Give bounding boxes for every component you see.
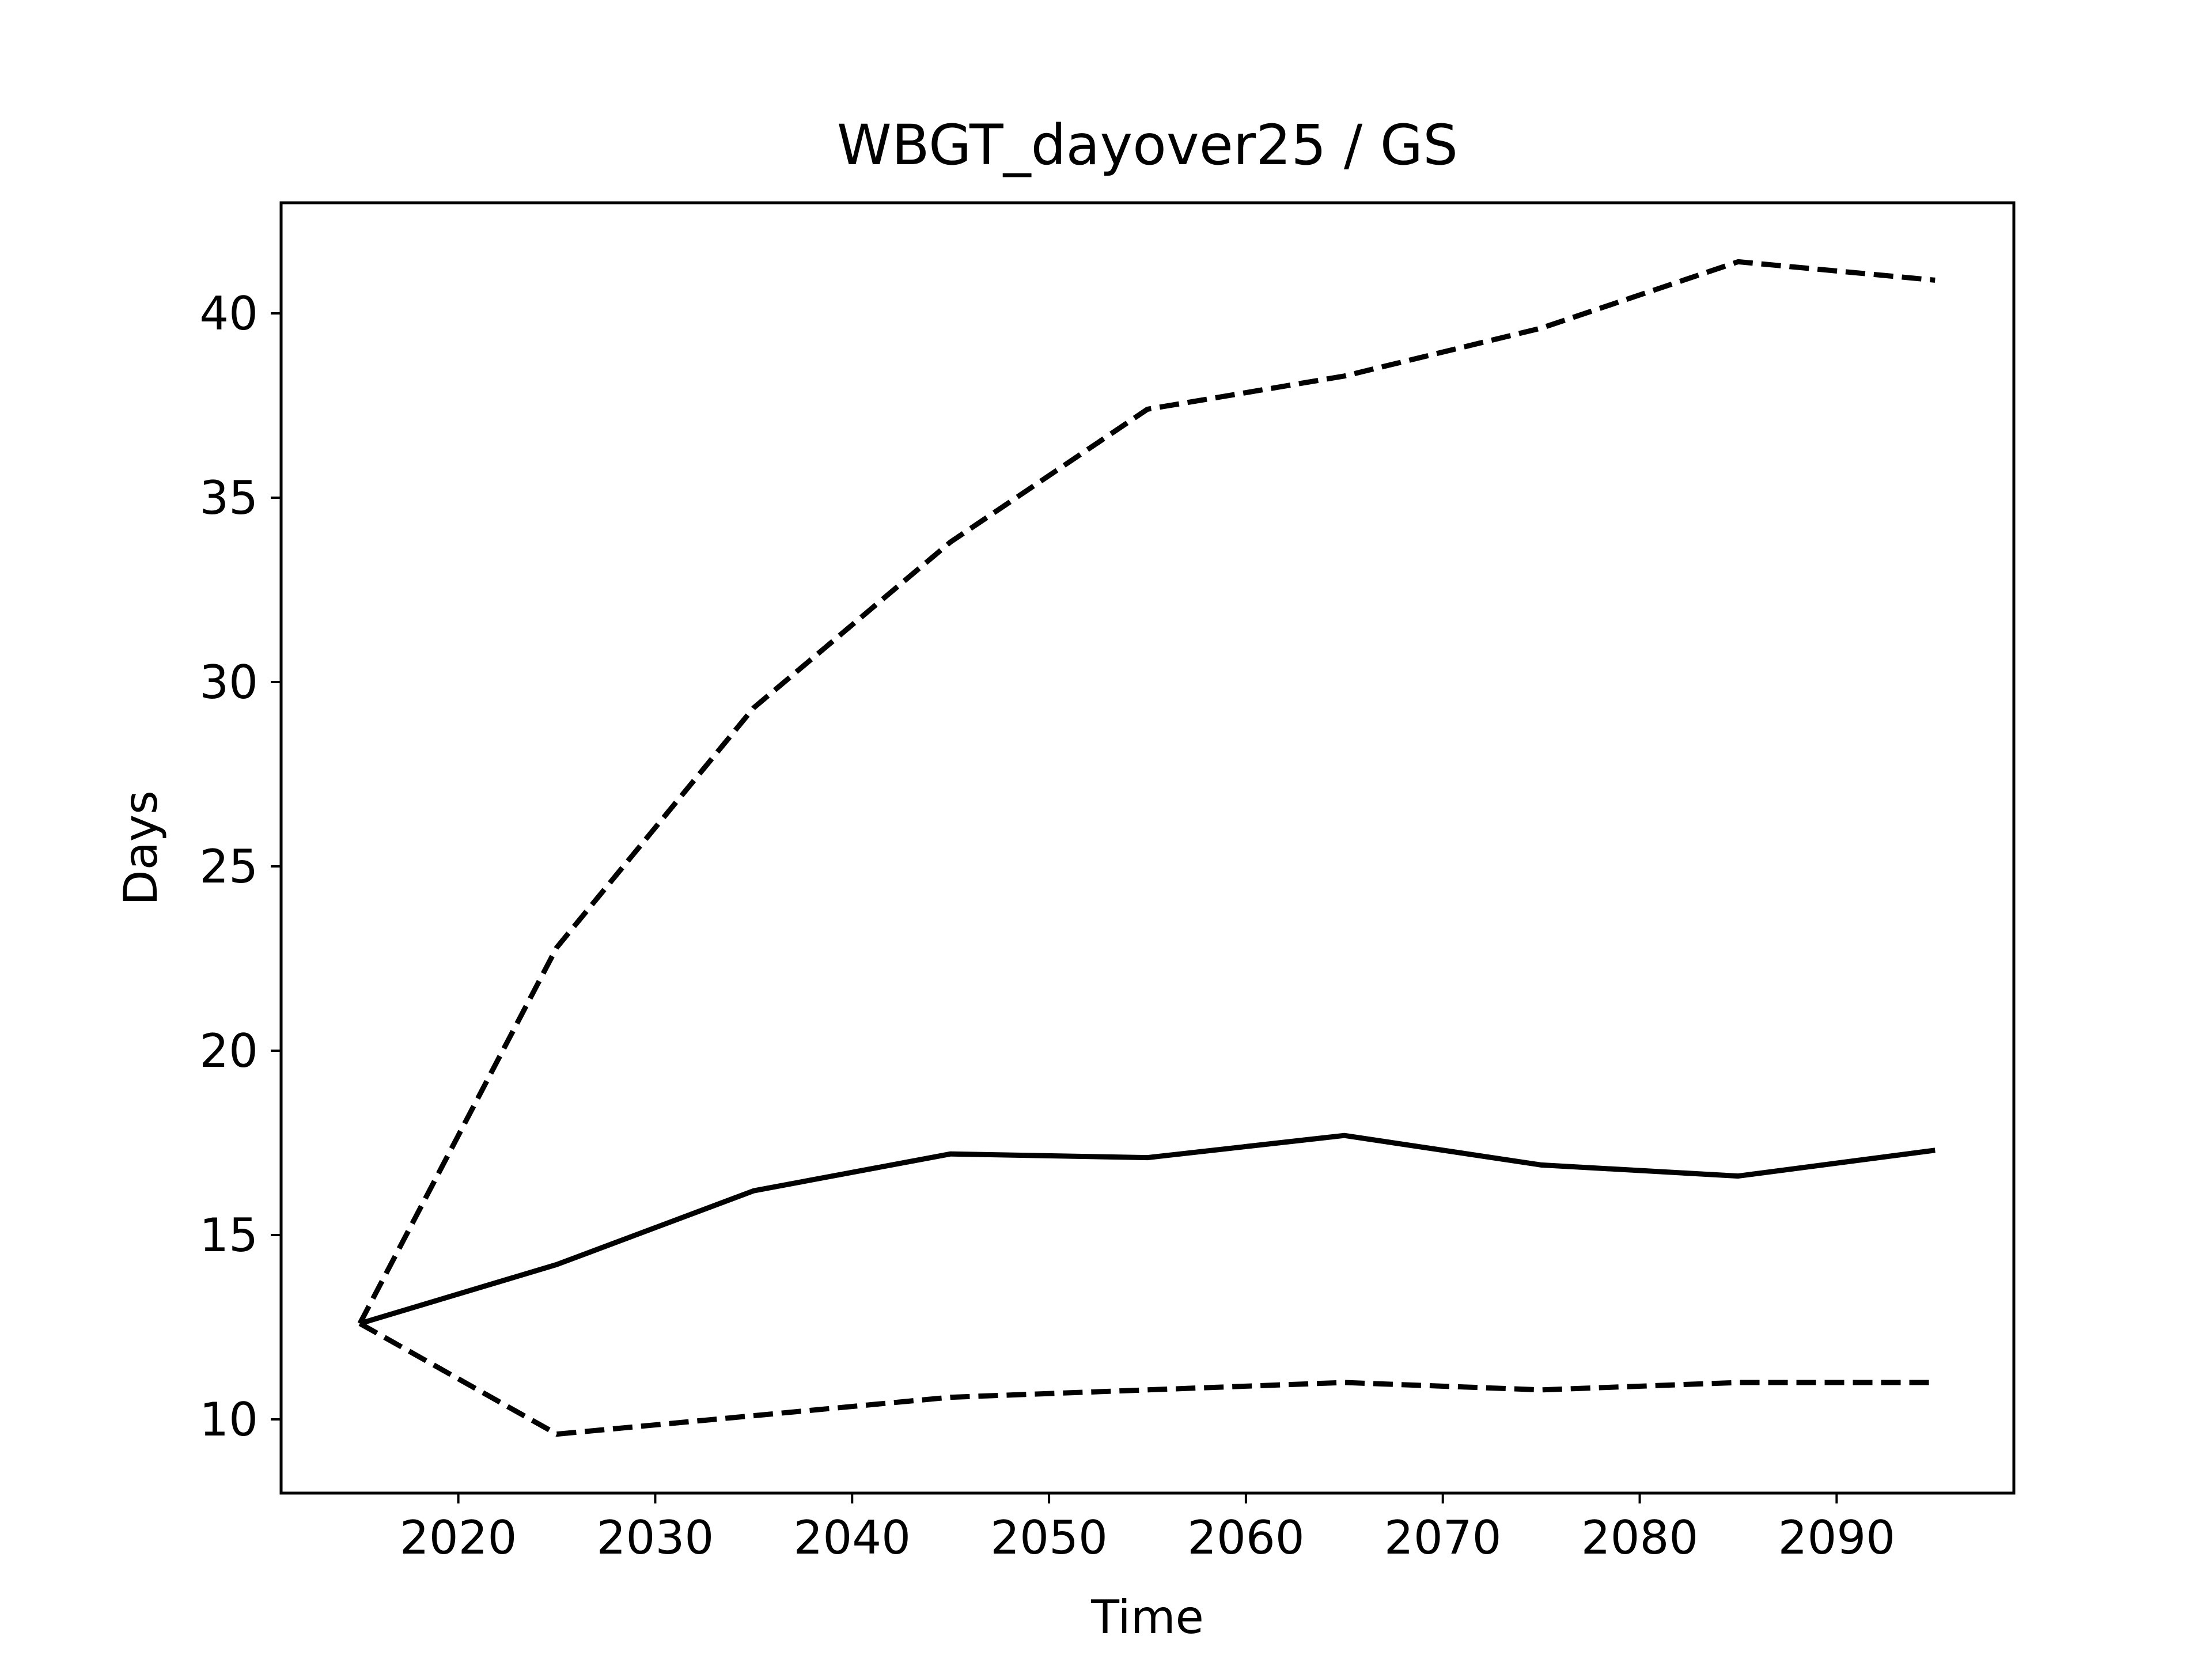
x-tick-label: 2040 [793, 1511, 911, 1565]
x-tick-label: 2050 [990, 1511, 1108, 1565]
plot-frame [279, 201, 2016, 1495]
y-tick-label: 30 [199, 656, 258, 709]
y-tick-label: 25 [199, 840, 258, 893]
x-tick-label: 2080 [1581, 1511, 1699, 1565]
y-tick-label: 15 [199, 1209, 258, 1262]
y-axis: 10 15 20 25 30 35 40 [199, 287, 281, 1446]
x-tick-label: 2090 [1778, 1511, 1896, 1565]
x-tick-label: 2020 [400, 1511, 517, 1565]
dashed-series-line-0 [357, 259, 1936, 1325]
solid-series-line-1 [359, 1132, 1936, 1326]
x-tick-label: 2060 [1187, 1511, 1305, 1565]
y-tick-label: 10 [199, 1393, 258, 1446]
x-axis: 2020 2030 2040 2050 2060 2070 2080 2090 [400, 1493, 1895, 1565]
y-tick-label: 40 [199, 287, 258, 340]
y-tick-label: 20 [199, 1024, 258, 1078]
x-tick-label: 2030 [597, 1511, 714, 1565]
x-tick-label: 2070 [1384, 1511, 1502, 1565]
series-layer [357, 259, 1936, 1437]
dashed-series-line-2 [358, 1321, 1936, 1437]
x-axis-label: Time [1090, 1590, 1204, 1644]
chart-title: WBGT_dayover25 / GS [837, 113, 1458, 177]
y-axis-label: Days [114, 790, 168, 906]
y-tick-label: 35 [199, 471, 258, 525]
